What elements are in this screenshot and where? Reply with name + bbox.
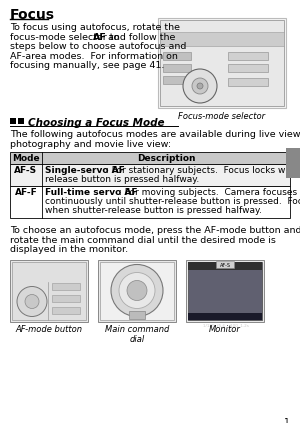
Bar	[163, 64, 191, 72]
Bar	[228, 64, 268, 72]
Bar	[158, 18, 286, 108]
Bar	[52, 283, 80, 289]
Text: rotate the main command dial until the desired mode is: rotate the main command dial until the d…	[10, 236, 276, 244]
Bar	[186, 259, 264, 321]
Circle shape	[25, 294, 39, 308]
Text: To choose an autofocus mode, press the AF-mode button and: To choose an autofocus mode, press the A…	[10, 226, 300, 235]
Text: Monitor: Monitor	[209, 324, 241, 333]
Bar	[10, 186, 290, 218]
Text: AF-S: AF-S	[14, 166, 38, 175]
Bar	[163, 76, 191, 84]
Bar	[10, 118, 16, 124]
Bar	[216, 261, 234, 267]
Text: AF-F: AF-F	[15, 188, 38, 197]
Circle shape	[119, 272, 155, 308]
Bar	[228, 52, 268, 60]
Bar	[10, 259, 88, 321]
Text: : For moving subjects.  Camera focuses: : For moving subjects. Camera focuses	[119, 188, 297, 197]
Text: steps below to choose autofocus and: steps below to choose autofocus and	[10, 42, 186, 51]
Text: Main command
dial: Main command dial	[105, 324, 169, 344]
Text: Focus: Focus	[10, 8, 55, 22]
Circle shape	[111, 264, 163, 316]
Text: Full-time servo AF: Full-time servo AF	[45, 188, 137, 197]
Text: continuously until shutter-release button is pressed.  Focus locks: continuously until shutter-release butto…	[45, 197, 300, 206]
Text: and follow the: and follow the	[105, 33, 175, 41]
Text: Focus-mode selector: Focus-mode selector	[178, 112, 266, 121]
Text: AF-area modes.  For information on: AF-area modes. For information on	[10, 52, 178, 60]
Text: AF-S: AF-S	[220, 263, 230, 267]
Text: Choosing a Focus Mode: Choosing a Focus Mode	[28, 118, 164, 128]
Text: AF: AF	[93, 33, 107, 41]
Text: displayed in the monitor.: displayed in the monitor.	[10, 245, 128, 254]
Text: Single-servo AF: Single-servo AF	[45, 166, 125, 175]
Bar	[52, 294, 80, 302]
Text: focus-mode selector to: focus-mode selector to	[10, 33, 122, 41]
Bar	[286, 148, 300, 178]
Bar	[18, 118, 24, 124]
Bar	[98, 259, 176, 321]
Bar	[188, 261, 262, 269]
Bar	[10, 164, 290, 186]
Bar	[160, 32, 284, 46]
Circle shape	[183, 69, 217, 103]
Text: AF-mode button: AF-mode button	[16, 324, 82, 333]
Text: : For stationary subjects.  Focus locks when shutter-: : For stationary subjects. Focus locks w…	[106, 166, 300, 175]
Bar	[52, 307, 80, 313]
Bar	[10, 152, 290, 164]
Text: Description: Description	[137, 154, 195, 163]
Text: To focus using autofocus, rotate the: To focus using autofocus, rotate the	[10, 23, 180, 32]
Text: 1: 1	[284, 418, 290, 423]
Text: release button is pressed halfway.: release button is pressed halfway.	[45, 175, 199, 184]
Text: focusing manually, see page 41.: focusing manually, see page 41.	[10, 61, 164, 70]
Circle shape	[127, 280, 147, 300]
Bar	[228, 78, 268, 86]
Circle shape	[197, 83, 203, 89]
Bar	[163, 52, 191, 60]
Text: when shutter-release button is pressed halfway.: when shutter-release button is pressed h…	[45, 206, 262, 215]
Bar	[100, 261, 174, 319]
Text: photography and movie live view:: photography and movie live view:	[10, 140, 171, 148]
Circle shape	[17, 286, 47, 316]
Bar	[160, 20, 284, 106]
Text: The following autofocus modes are available during live view: The following autofocus modes are availa…	[10, 130, 300, 139]
Bar	[188, 261, 262, 319]
Bar	[12, 261, 86, 319]
Bar	[188, 313, 262, 319]
Text: Mode: Mode	[12, 154, 40, 163]
Text: 1/125  f5.6    100  1.2s: 1/125 f5.6 100 1.2s	[203, 324, 249, 327]
Bar	[129, 310, 145, 319]
Circle shape	[192, 78, 208, 94]
